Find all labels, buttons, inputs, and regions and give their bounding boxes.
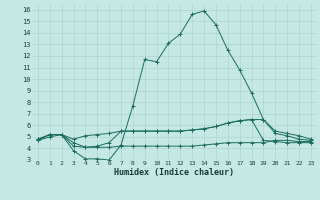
X-axis label: Humidex (Indice chaleur): Humidex (Indice chaleur) (115, 168, 234, 177)
